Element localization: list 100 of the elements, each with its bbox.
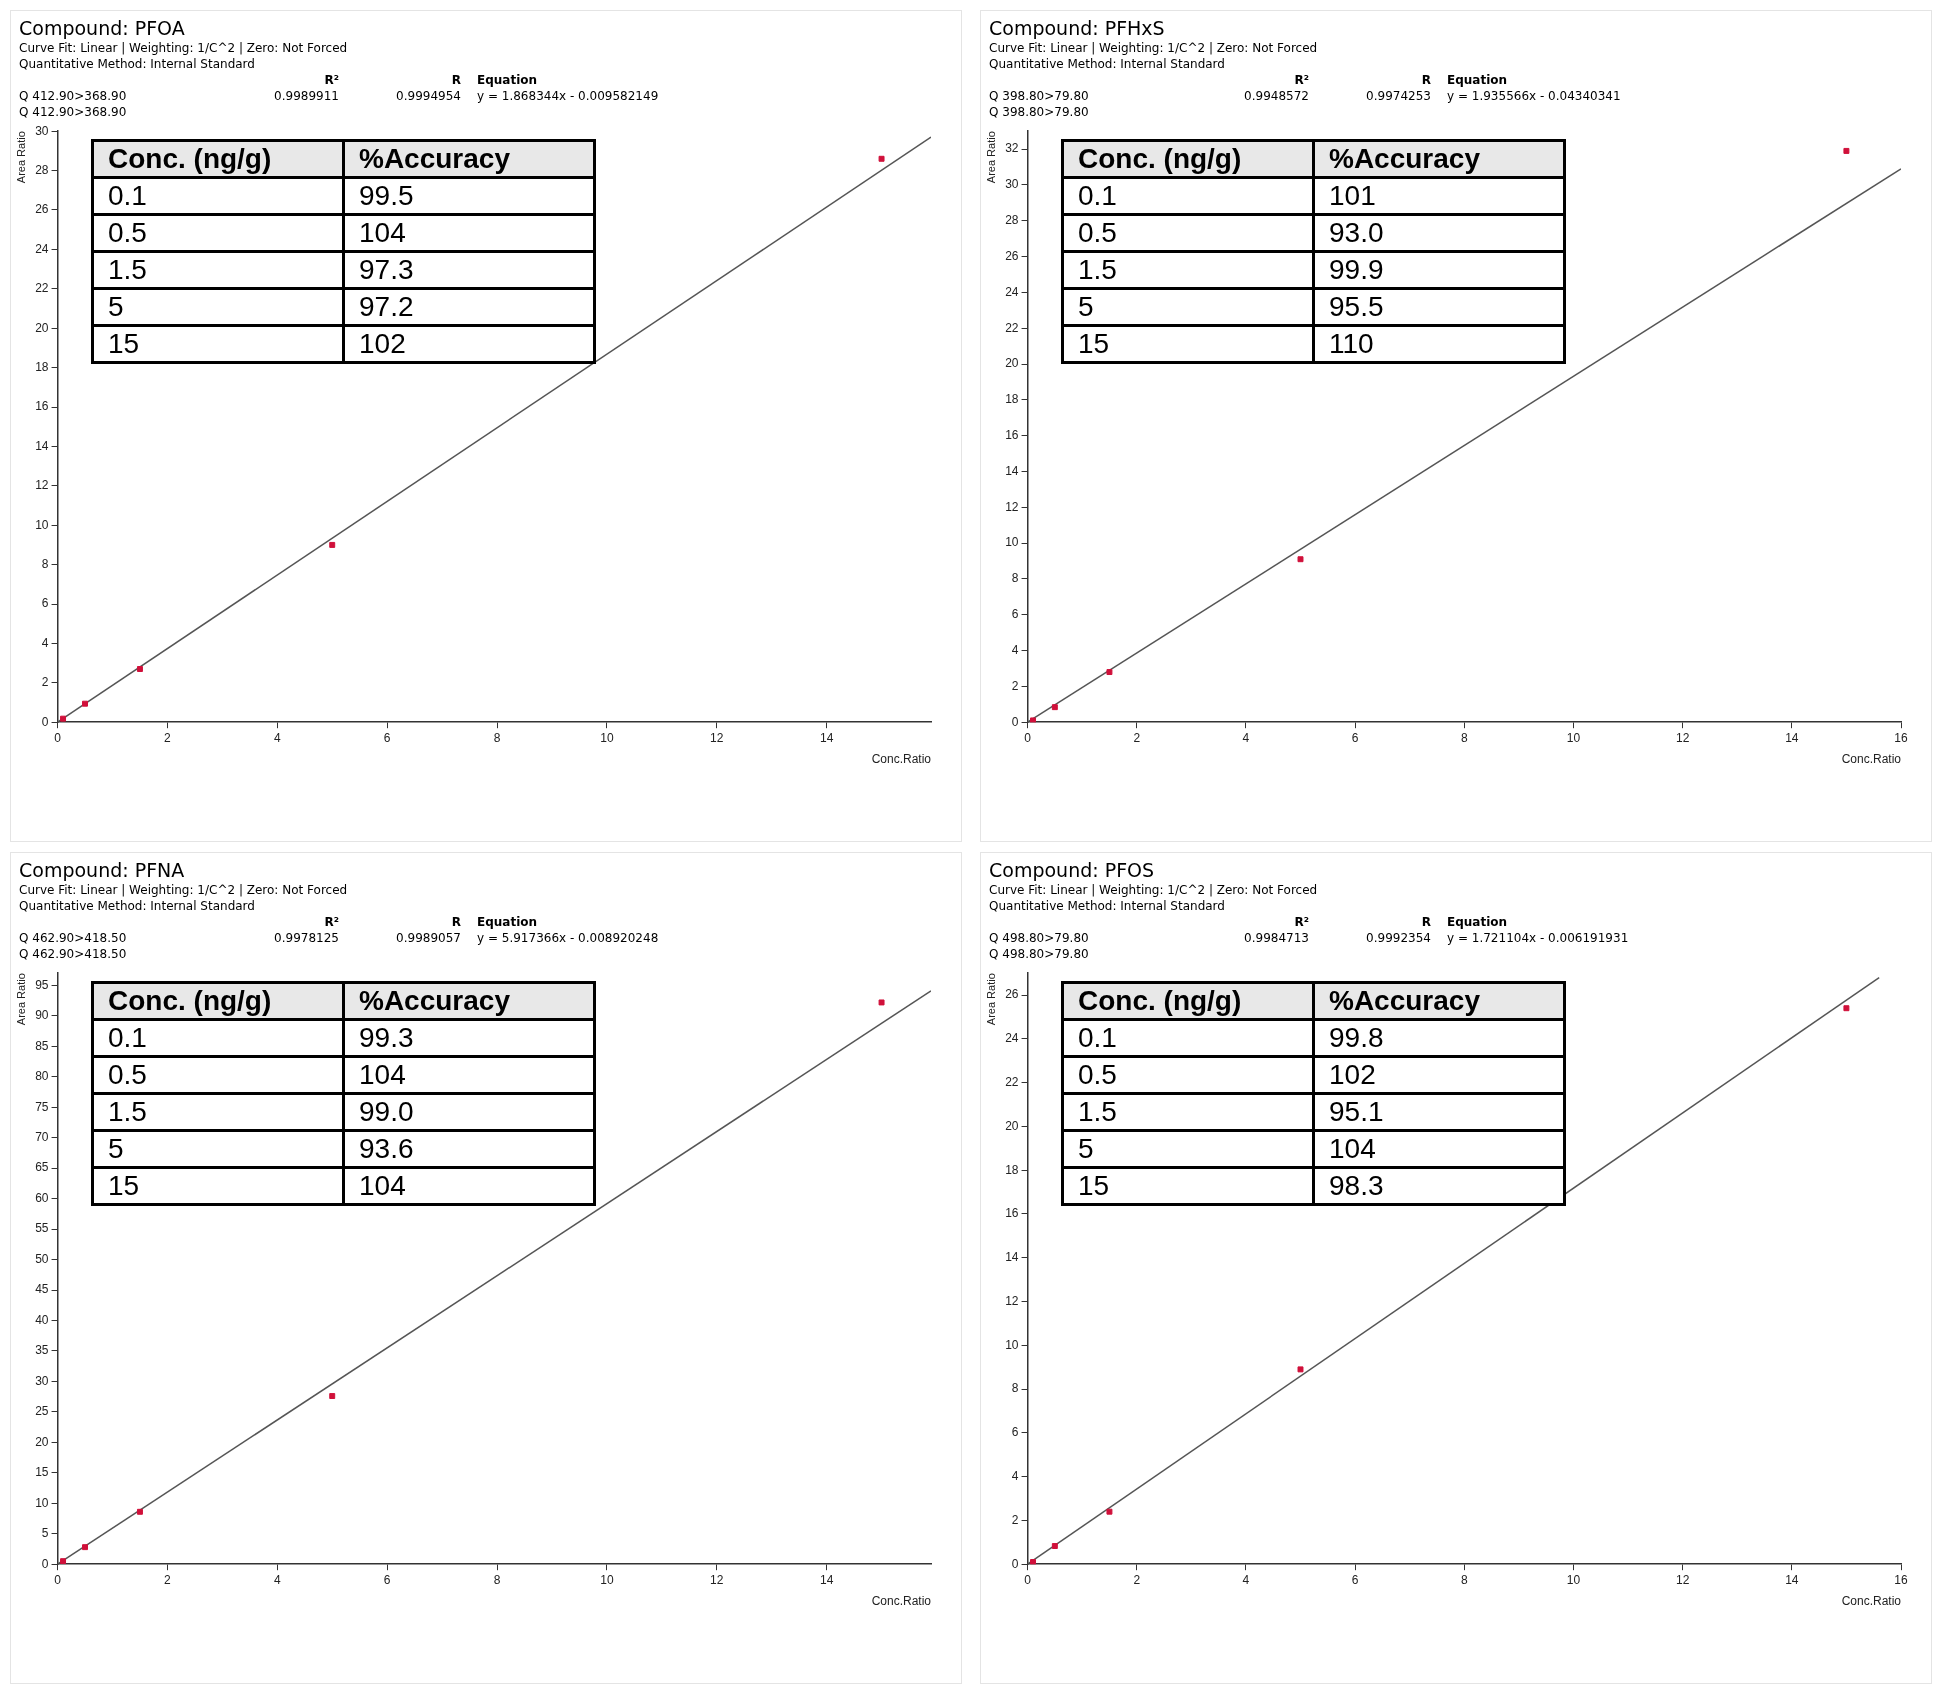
text: R²: [1293, 915, 1309, 929]
text: Q 412.90>368.90: [19, 89, 128, 103]
annotation: %Accuracy: [1313, 982, 1565, 1020]
y-tick-label: 50: [35, 1251, 49, 1266]
text: Q 398.80>79.80: [989, 89, 1090, 103]
point: [329, 1393, 336, 1400]
annotation: 0.1: [92, 1019, 344, 1057]
annotation: 1.5: [92, 251, 344, 289]
annotation: 0.1: [1062, 177, 1314, 215]
annotation: 99.0: [343, 1093, 595, 1131]
y-tick-label: 80: [35, 1069, 49, 1084]
annotation: 110: [1313, 325, 1565, 363]
text: Q 498.80>79.80: [989, 931, 1090, 945]
annotation: 95.1: [1313, 1093, 1565, 1131]
x-tick-label: 6: [383, 1572, 391, 1587]
text: 0.9978125: [273, 931, 339, 945]
y-tick-label: 85: [35, 1038, 49, 1053]
annotation: 0.5: [1062, 214, 1314, 252]
text: y = 1.868344x - 0.009582149: [476, 89, 660, 103]
x-tick-label: 12: [710, 1572, 724, 1587]
y-tick-label: 2: [1011, 1512, 1019, 1527]
y-axis-title: Area Ratio: [14, 973, 27, 1026]
x-tick-label: 10: [600, 730, 614, 745]
x-tick-label: 0: [54, 730, 62, 745]
x-tick-label: 16: [1894, 730, 1908, 745]
y-tick-label: 18: [1005, 392, 1019, 407]
text: R²: [323, 73, 339, 87]
x-tick-label: 8: [493, 1572, 501, 1587]
annotation: 5: [92, 288, 344, 326]
x-axis-title: Conc.Ratio: [871, 752, 932, 767]
point: [878, 155, 885, 162]
annotation: 102: [1313, 1056, 1565, 1094]
annotation: 15: [1062, 1167, 1314, 1205]
text: y = 1.721104x - 0.006191931: [1446, 931, 1630, 945]
annotation: 102: [343, 325, 595, 363]
y-tick-label: 8: [41, 556, 49, 571]
y-tick-label: 24: [1005, 284, 1019, 299]
x-tick-label: 8: [1460, 1572, 1468, 1587]
x-tick-label: 2: [164, 730, 172, 745]
annotation: Conc. (ng/g): [1062, 982, 1314, 1020]
annotation: 104: [343, 1167, 595, 1205]
y-tick-label: 25: [35, 1404, 49, 1419]
y-axis-title: Area Ratio: [14, 131, 27, 184]
point: [60, 1558, 67, 1565]
annotation: 99.3: [343, 1019, 595, 1057]
text: 0.9992354: [1365, 931, 1432, 945]
annotation: 99.5: [343, 177, 595, 215]
annotation: 1.5: [1062, 251, 1314, 289]
annotation: %Accuracy: [343, 982, 595, 1020]
point: [878, 999, 885, 1006]
x-tick-label: 0: [1024, 1572, 1032, 1587]
annotation: %Accuracy: [343, 140, 595, 178]
annotation: 0.5: [92, 214, 344, 252]
y-tick-label: 70: [35, 1130, 49, 1145]
annotation: 99.9: [1313, 251, 1565, 289]
y-tick-label: 75: [35, 1099, 49, 1114]
x-tick-label: 14: [1785, 1572, 1799, 1587]
y-tick-label: 26: [1005, 248, 1019, 263]
chart-subtitle: Curve Fit: Linear | Weighting: 1/C^2 | Zero: Not Forced: [19, 883, 349, 897]
y-tick-label: 5: [41, 1526, 49, 1541]
point: [1843, 1005, 1850, 1012]
y-tick-label: 12: [35, 478, 49, 493]
x-tick-label: 8: [493, 730, 501, 745]
annotation: 0.1: [1062, 1019, 1314, 1057]
annotation: 0.1: [92, 177, 344, 215]
y-tick-label: 6: [1011, 1425, 1019, 1440]
annotation: 15: [1062, 325, 1314, 363]
y-tick-label: 14: [35, 438, 49, 453]
y-tick-label: 0: [41, 1556, 49, 1571]
annotation: 0.5: [92, 1056, 344, 1094]
annotation: 99.8: [1313, 1019, 1565, 1057]
y-tick-label: 8: [1011, 1381, 1019, 1396]
x-tick-label: 10: [1566, 730, 1581, 745]
y-tick-label: 65: [35, 1160, 49, 1175]
chart-subtitle: Curve Fit: Linear | Weighting: 1/C^2 | Zero: Not Forced: [19, 41, 349, 55]
annotation: Conc. (ng/g): [1062, 140, 1314, 178]
annotation: 93.0: [1313, 214, 1565, 252]
point: [1843, 147, 1850, 154]
y-tick-label: 22: [35, 281, 49, 296]
x-tick-label: 14: [1785, 730, 1799, 745]
x-axis-title: Conc.Ratio: [1841, 1594, 1902, 1609]
text: Quantitative Method: Internal Standard: [19, 899, 256, 913]
point: [1051, 1543, 1058, 1550]
chart-subtitle: Curve Fit: Linear | Weighting: 1/C^2 | Zero: Not Forced: [989, 41, 1319, 55]
point: [1297, 556, 1304, 563]
y-tick-label: 14: [1005, 1250, 1019, 1265]
point: [82, 700, 88, 707]
point: [136, 666, 143, 672]
text: Equation: [1446, 915, 1509, 929]
y-tick-label: 16: [1005, 427, 1019, 442]
y-tick-label: 14: [1005, 463, 1019, 478]
y-tick-label: 20: [35, 320, 49, 335]
annotation: 104: [1313, 1130, 1565, 1168]
y-tick-label: 8: [1011, 571, 1019, 586]
y-tick-label: 55: [35, 1221, 49, 1236]
text: Equation: [1446, 73, 1509, 87]
y-tick-label: 15: [35, 1465, 49, 1480]
y-tick-label: 28: [35, 162, 49, 177]
text: 0.9994954: [395, 89, 462, 103]
y-tick-label: 45: [35, 1282, 49, 1297]
